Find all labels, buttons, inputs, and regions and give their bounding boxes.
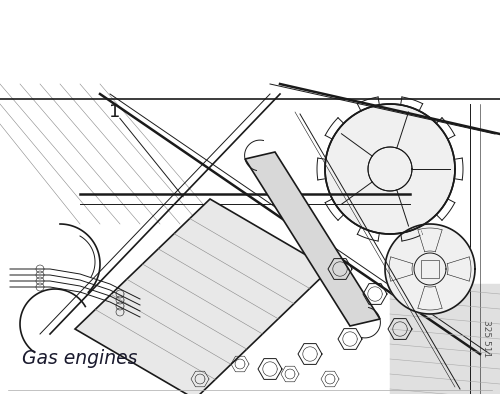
Polygon shape bbox=[75, 199, 330, 394]
Text: 1: 1 bbox=[110, 103, 120, 121]
Circle shape bbox=[325, 104, 455, 234]
Polygon shape bbox=[245, 152, 380, 326]
Text: 325 511: 325 511 bbox=[482, 320, 492, 358]
Text: Gas engines: Gas engines bbox=[22, 349, 138, 368]
Bar bbox=[421, 260, 439, 278]
Circle shape bbox=[385, 224, 475, 314]
